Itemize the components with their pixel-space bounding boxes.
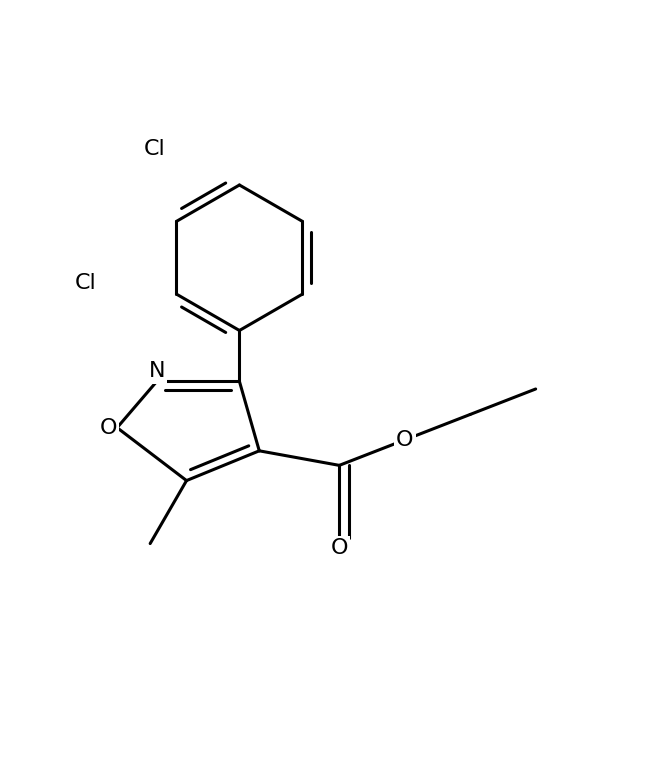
Text: O: O: [396, 430, 414, 450]
Text: Cl: Cl: [143, 139, 165, 158]
Text: N: N: [149, 362, 165, 381]
Text: O: O: [331, 538, 348, 558]
Text: O: O: [100, 417, 117, 438]
Text: Cl: Cl: [74, 273, 96, 293]
